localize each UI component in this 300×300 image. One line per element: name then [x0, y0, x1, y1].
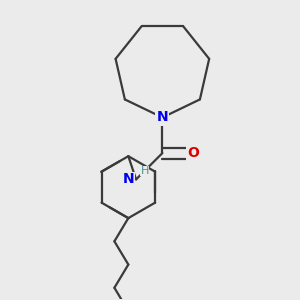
Text: O: O — [187, 146, 199, 160]
Text: N: N — [123, 172, 134, 186]
Text: H: H — [140, 166, 149, 176]
Text: N: N — [157, 110, 168, 124]
